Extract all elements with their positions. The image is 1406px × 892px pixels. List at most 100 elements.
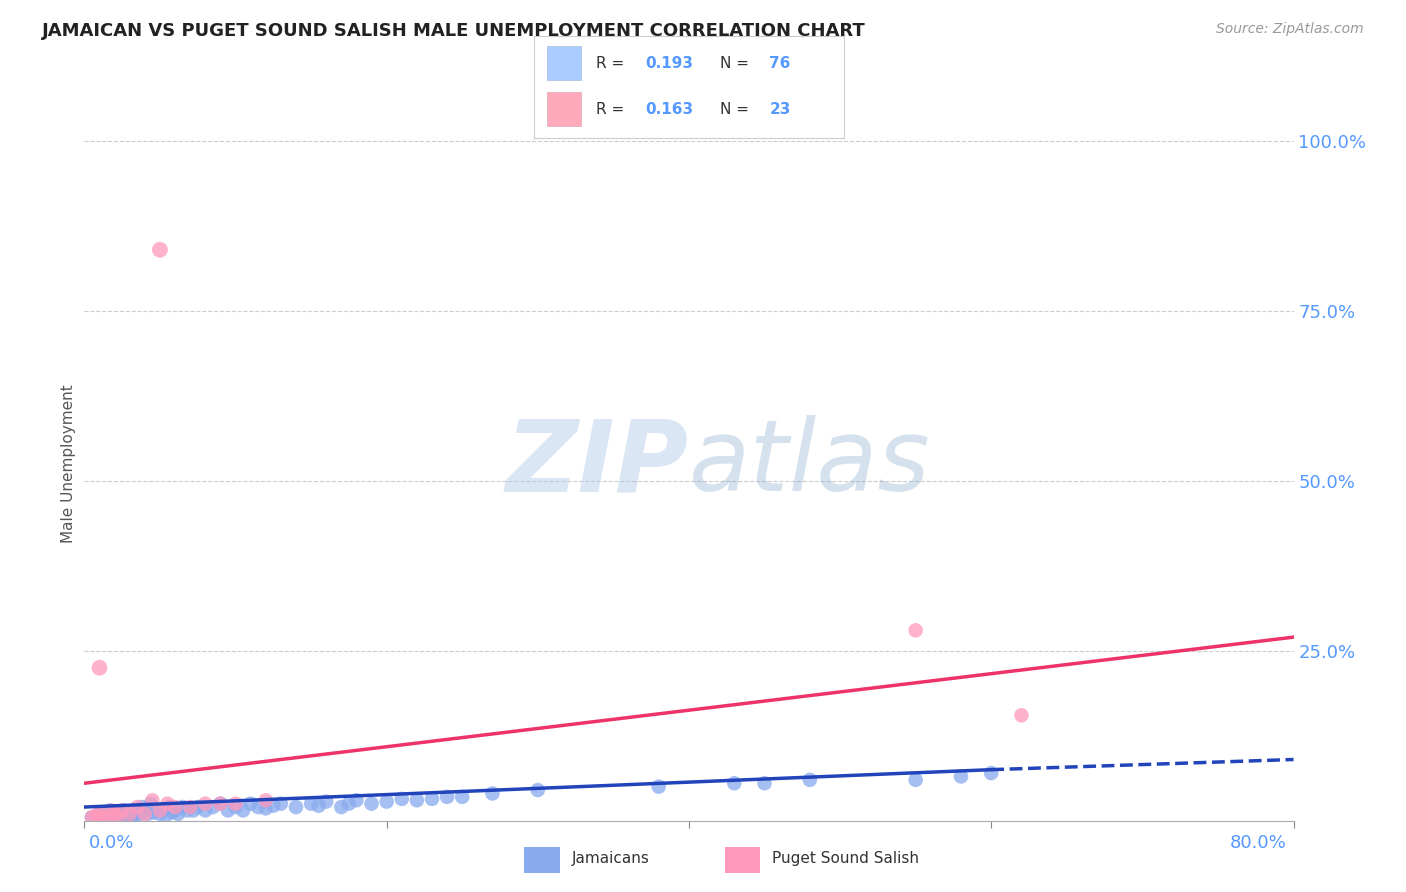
Point <box>142 805 165 820</box>
Point <box>149 243 172 257</box>
Point <box>165 804 187 818</box>
Point <box>194 804 217 818</box>
Point <box>451 789 474 804</box>
Point <box>225 800 247 814</box>
Point <box>93 810 115 824</box>
Point <box>98 804 121 818</box>
Point <box>114 806 136 821</box>
Point <box>80 810 103 824</box>
Point <box>436 789 458 804</box>
Point <box>127 800 149 814</box>
Point <box>115 810 138 824</box>
Point <box>97 806 120 821</box>
Point <box>118 805 141 820</box>
Point <box>950 769 973 783</box>
Point <box>160 805 183 820</box>
Text: R =: R = <box>596 56 630 70</box>
Text: 23: 23 <box>769 102 790 117</box>
Text: Jamaicans: Jamaicans <box>571 851 650 866</box>
Point <box>86 808 108 822</box>
Point <box>118 806 141 821</box>
Point <box>254 793 277 807</box>
Point <box>149 806 172 821</box>
Text: 80.0%: 80.0% <box>1230 834 1286 852</box>
Text: JAMAICAN VS PUGET SOUND SALISH MALE UNEMPLOYMENT CORRELATION CHART: JAMAICAN VS PUGET SOUND SALISH MALE UNEM… <box>42 22 866 40</box>
Text: Source: ZipAtlas.com: Source: ZipAtlas.com <box>1216 22 1364 37</box>
Point <box>131 800 153 814</box>
Point <box>1011 708 1033 723</box>
Point <box>139 797 162 811</box>
Point <box>136 806 159 821</box>
Point <box>270 797 292 811</box>
Point <box>128 808 150 822</box>
Point <box>165 800 187 814</box>
Point <box>105 810 128 824</box>
Point <box>100 804 122 818</box>
Point <box>134 806 156 821</box>
Bar <box>547 92 581 126</box>
Point <box>406 793 429 807</box>
Point <box>299 797 322 811</box>
Point <box>420 792 443 806</box>
Point <box>111 804 134 818</box>
Point <box>87 810 110 824</box>
Point <box>980 766 1002 780</box>
Point <box>904 624 927 638</box>
Point <box>89 806 111 821</box>
Point <box>127 806 149 821</box>
Point <box>232 804 254 818</box>
Point <box>96 810 118 824</box>
Point <box>315 795 337 809</box>
Point <box>360 797 382 811</box>
Point <box>134 804 156 818</box>
Point <box>262 798 284 813</box>
Bar <box>524 847 560 872</box>
Point <box>172 800 194 814</box>
Point <box>285 800 308 814</box>
Point <box>527 783 550 797</box>
Point <box>107 810 129 824</box>
Point <box>104 806 127 821</box>
Point <box>152 804 174 818</box>
Point <box>91 808 114 822</box>
Bar <box>547 45 581 79</box>
Point <box>89 661 111 675</box>
Point <box>176 804 198 818</box>
Point <box>91 810 114 824</box>
Point <box>209 797 232 811</box>
Point <box>107 805 129 820</box>
Point <box>104 806 127 821</box>
Bar <box>725 847 761 872</box>
Point <box>179 800 201 814</box>
Point <box>89 806 111 821</box>
Point <box>111 808 134 822</box>
Point <box>101 808 124 822</box>
Point <box>225 797 247 811</box>
Text: N =: N = <box>720 102 754 117</box>
Point <box>96 810 118 824</box>
Text: ZIP: ZIP <box>506 416 689 512</box>
Point <box>904 772 927 787</box>
Point <box>754 776 776 790</box>
Point <box>346 793 368 807</box>
Point <box>112 804 135 818</box>
Point <box>167 806 190 821</box>
Point <box>86 810 108 824</box>
Point <box>122 804 145 818</box>
Text: 0.0%: 0.0% <box>89 834 134 852</box>
Point <box>187 800 209 814</box>
Point <box>337 797 360 811</box>
Point <box>375 795 398 809</box>
Point <box>149 804 172 818</box>
Text: Puget Sound Salish: Puget Sound Salish <box>772 851 920 866</box>
Point <box>217 804 239 818</box>
Point <box>141 793 163 807</box>
Point <box>156 797 179 811</box>
Point <box>723 776 745 790</box>
Point <box>181 804 204 818</box>
Y-axis label: Male Unemployment: Male Unemployment <box>60 384 76 543</box>
Point <box>481 787 503 801</box>
Point <box>391 792 413 806</box>
Point <box>209 797 232 811</box>
Point <box>254 801 277 815</box>
